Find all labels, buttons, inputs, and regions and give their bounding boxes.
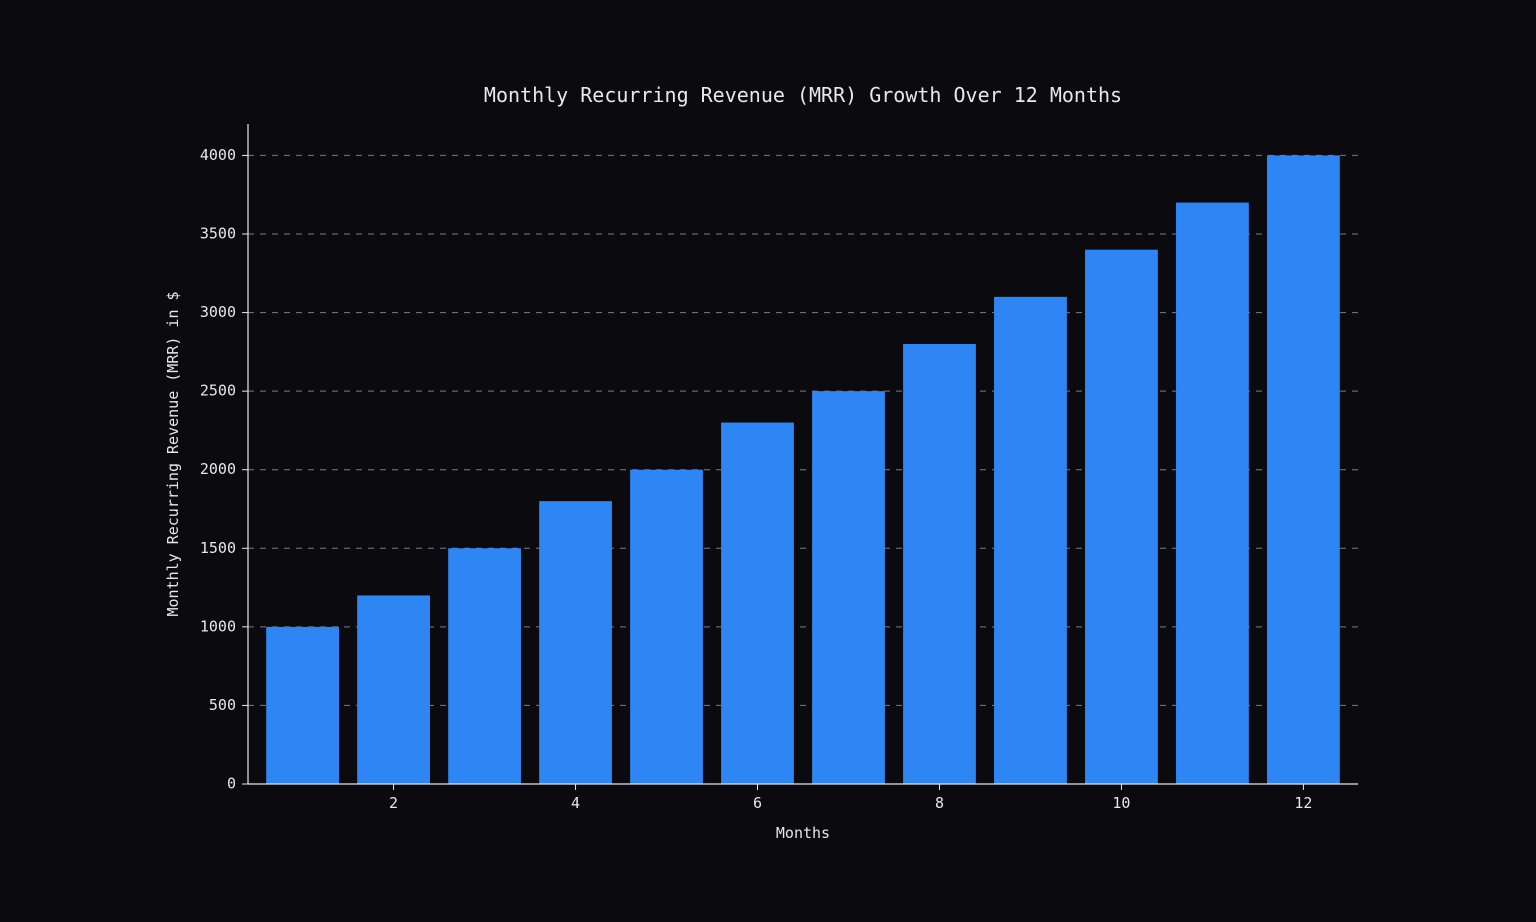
y-axis-label: Monthly Recurring Revenue (MRR) in $ (164, 291, 182, 616)
x-tick-label: 6 (753, 794, 762, 812)
chart-frame: 0 500 1000 1500 2000 2500 3000 3500 4000 2 4 6 8 10 12… (153, 64, 1383, 858)
x-tick-label: 8 (935, 794, 944, 812)
bar (630, 470, 703, 784)
mrr-bar-chart: 0 500 1000 1500 2000 2500 3000 3500 4000 2 4 6 8 10 12… (153, 64, 1383, 854)
bar (539, 501, 612, 784)
bar (721, 423, 794, 784)
y-tick-label: 2000 (200, 460, 236, 478)
y-tick-label: 1500 (200, 539, 236, 557)
bar (812, 391, 885, 784)
x-tick-label: 4 (571, 794, 580, 812)
bar (357, 595, 430, 784)
bar (903, 344, 976, 784)
y-tick-label: 3500 (200, 225, 236, 243)
bar (1267, 155, 1340, 784)
y-tick-label: 0 (227, 775, 236, 793)
bar (266, 627, 339, 784)
bar (994, 297, 1067, 784)
y-tick-label: 4000 (200, 146, 236, 164)
y-tick-label: 2500 (200, 382, 236, 400)
chart-title: Monthly Recurring Revenue (MRR) Growth O… (484, 83, 1122, 107)
bar (448, 548, 521, 784)
x-tick-label: 2 (389, 794, 398, 812)
y-tick-label: 3000 (200, 303, 236, 321)
bar (1085, 250, 1158, 784)
y-tick-label: 500 (209, 696, 236, 714)
x-tick-label: 10 (1112, 794, 1130, 812)
bar (1176, 203, 1249, 784)
x-tick-label: 12 (1294, 794, 1312, 812)
y-tick-label: 1000 (200, 617, 236, 635)
x-axis-label: Months (776, 824, 830, 842)
